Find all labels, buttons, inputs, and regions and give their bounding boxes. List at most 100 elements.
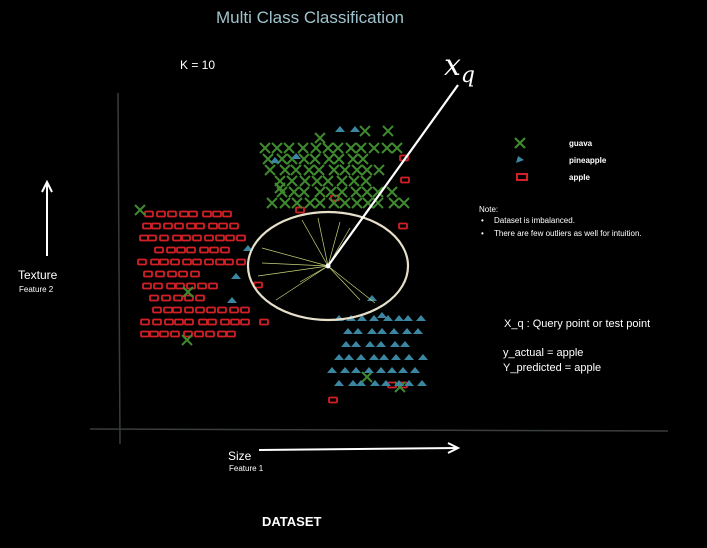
apple-marker bbox=[199, 246, 209, 254]
pineapple-marker bbox=[377, 312, 387, 318]
guava-marker bbox=[359, 125, 371, 137]
apple-marker bbox=[204, 234, 214, 242]
neighbor-link bbox=[257, 265, 329, 277]
apple-marker bbox=[253, 281, 263, 289]
guava-marker bbox=[350, 186, 362, 198]
apple-icon bbox=[516, 173, 528, 181]
guava-marker bbox=[351, 164, 363, 176]
apple-marker bbox=[183, 330, 193, 338]
apple-marker bbox=[195, 222, 205, 230]
apple-marker bbox=[207, 318, 217, 326]
guava-marker bbox=[279, 197, 291, 209]
guava-marker bbox=[361, 371, 373, 383]
apple-marker bbox=[195, 306, 205, 314]
x-axis-label: Size bbox=[228, 449, 252, 463]
apple-marker bbox=[225, 234, 235, 242]
query-point-definition: X_q : Query point or test point bbox=[504, 318, 651, 330]
guava-marker bbox=[264, 164, 276, 176]
apple-marker bbox=[175, 282, 185, 290]
apple-marker bbox=[170, 330, 180, 338]
apple-marker bbox=[173, 294, 183, 302]
apple-marker bbox=[400, 176, 410, 184]
pineapple-marker bbox=[369, 315, 379, 321]
apple-marker bbox=[212, 210, 222, 218]
apple-marker bbox=[184, 306, 194, 314]
apple-marker bbox=[142, 282, 152, 290]
guava-marker bbox=[288, 186, 300, 198]
pineapple-marker bbox=[391, 354, 401, 360]
legend-pineapple-label: pineapple bbox=[569, 156, 607, 165]
guava-marker bbox=[325, 186, 337, 198]
guava-marker bbox=[339, 164, 351, 176]
pineapple-marker bbox=[379, 354, 389, 360]
guava-marker bbox=[298, 186, 310, 198]
pineapple-marker bbox=[370, 380, 380, 386]
guava-marker bbox=[279, 164, 291, 176]
apple-marker bbox=[217, 330, 227, 338]
query-annotation-main: x bbox=[444, 48, 461, 83]
guava-marker bbox=[290, 164, 302, 176]
guava-marker bbox=[381, 142, 393, 154]
neighbor-link bbox=[327, 265, 376, 304]
pineapple-marker bbox=[350, 126, 360, 132]
pineapple-marker bbox=[327, 367, 337, 373]
apple-marker bbox=[137, 258, 147, 266]
legend-guava-label: guava bbox=[569, 139, 593, 148]
apple-marker bbox=[229, 222, 239, 230]
pineapple-marker bbox=[231, 273, 241, 279]
guava-marker bbox=[328, 197, 340, 209]
apple-marker bbox=[206, 306, 216, 314]
apple-marker bbox=[236, 258, 246, 266]
pineapple-marker bbox=[418, 354, 428, 360]
apple-marker bbox=[226, 330, 236, 338]
guava-marker bbox=[332, 142, 344, 154]
pineapple-icon bbox=[516, 156, 524, 163]
apple-marker bbox=[202, 210, 212, 218]
guava-marker bbox=[368, 142, 380, 154]
guava-marker bbox=[355, 142, 367, 154]
apple-marker bbox=[190, 270, 200, 278]
apple-marker bbox=[178, 270, 188, 278]
pineapple-marker bbox=[367, 328, 377, 334]
apple-marker bbox=[182, 258, 192, 266]
pineapple-marker bbox=[353, 328, 363, 334]
apple-marker bbox=[164, 318, 174, 326]
apple-marker bbox=[184, 294, 194, 302]
guava-marker bbox=[314, 197, 326, 209]
apple-marker bbox=[166, 246, 176, 254]
y-axis-sublabel: Feature 2 bbox=[19, 285, 54, 294]
pineapple-marker bbox=[343, 328, 353, 334]
pineapple-marker bbox=[340, 367, 350, 373]
guava-marker bbox=[398, 197, 410, 209]
neighbor-link bbox=[261, 262, 329, 267]
guava-marker bbox=[360, 175, 372, 187]
pineapple-marker bbox=[398, 367, 408, 373]
apple-marker bbox=[204, 258, 214, 266]
guava-marker bbox=[357, 153, 369, 165]
pineapple-marker bbox=[394, 380, 404, 386]
guava-marker bbox=[297, 142, 309, 154]
y-axis-label: Texture bbox=[18, 268, 58, 282]
apple-marker bbox=[195, 294, 205, 302]
pineapple-marker bbox=[389, 328, 399, 334]
apple-marker bbox=[170, 258, 180, 266]
apple-marker bbox=[184, 318, 194, 326]
guava-icon bbox=[514, 137, 526, 149]
guava-marker bbox=[388, 197, 400, 209]
apple-marker bbox=[186, 246, 196, 254]
neighbor-link bbox=[301, 219, 329, 267]
pineapple-marker bbox=[341, 341, 351, 347]
apple-marker bbox=[159, 330, 169, 338]
guava-marker bbox=[391, 142, 403, 154]
guava-marker bbox=[339, 197, 351, 209]
apple-marker bbox=[161, 294, 171, 302]
apple-marker bbox=[229, 306, 239, 314]
guava-marker bbox=[348, 175, 360, 187]
pineapple-marker bbox=[403, 315, 413, 321]
apple-marker bbox=[208, 282, 218, 290]
apple-marker bbox=[154, 246, 164, 254]
apple-marker bbox=[143, 270, 153, 278]
pineapple-marker bbox=[291, 153, 301, 159]
apple-marker bbox=[192, 258, 202, 266]
guava-marker bbox=[361, 186, 373, 198]
